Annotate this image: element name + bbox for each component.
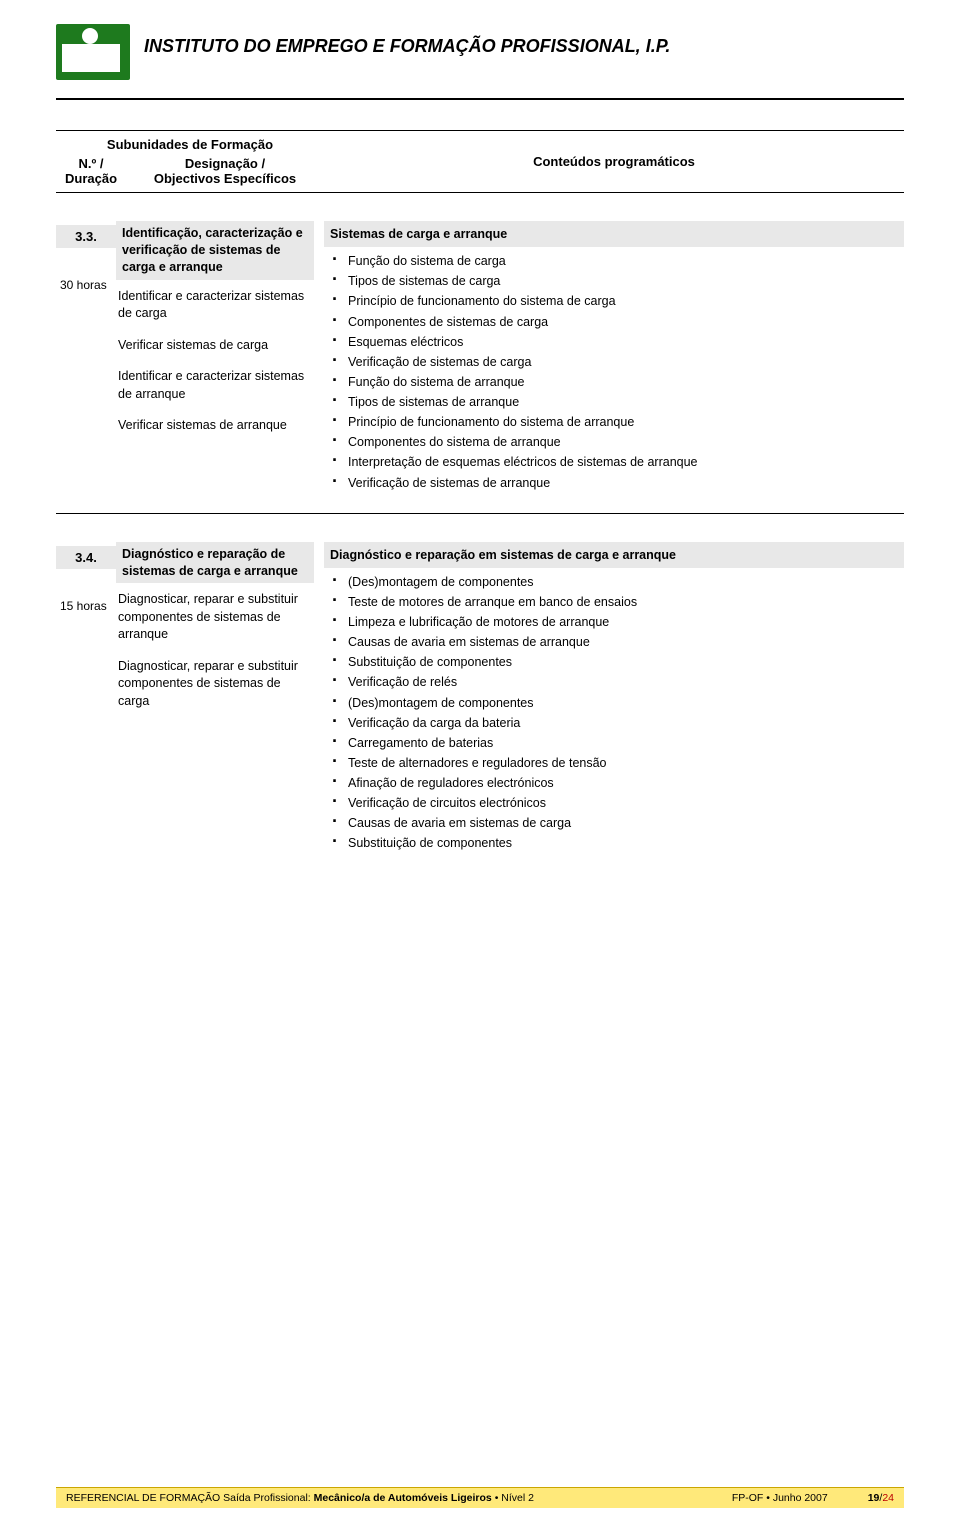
objective-item: Verificar sistemas de arranque (118, 417, 312, 435)
footer-bar: REFERENCIAL DE FORMAÇÃO Saída Profission… (56, 1487, 904, 1508)
content-item: Princípio de funcionamento do sistema de… (348, 412, 904, 432)
subheader: Subunidades de Formação N.º / Duração De… (56, 130, 904, 193)
content-item: Função do sistema de carga (348, 251, 904, 271)
subheader-col2-line1: Designação / (130, 156, 320, 171)
unit-row: 3.3. 30 horas Identificação, caracteriza… (56, 221, 904, 493)
page-total: 24 (882, 1492, 894, 1504)
objective-item: Identificar e caracterizar sistemas de c… (118, 288, 312, 323)
footer-saida: Saída Profissional: (223, 1492, 313, 1504)
content-item: Carregamento de baterias (348, 733, 904, 753)
content-item: Verificação de sistemas de carga (348, 352, 904, 372)
content-item: Causas de avaria em sistemas de carga (348, 813, 904, 833)
content-item: Componentes do sistema de arranque (348, 432, 904, 452)
content-item: Princípio de funcionamento do sistema de… (348, 291, 904, 311)
footer-level: Nível 2 (501, 1492, 534, 1504)
content-item: Limpeza e lubrificação de motores de arr… (348, 612, 904, 632)
objective-item: Diagnosticar, reparar e substituir compo… (118, 591, 312, 644)
footer-bullet: • (495, 1492, 499, 1504)
unit-row: 3.4. 15 horas Diagnóstico e reparação de… (56, 542, 904, 854)
objective-item: Diagnosticar, reparar e substituir compo… (118, 658, 312, 711)
unit-title: Diagnóstico e reparação de sistemas de c… (116, 542, 314, 584)
content-item: Verificação da carga da bateria (348, 713, 904, 733)
content-item: Componentes de sistemas de carga (348, 312, 904, 332)
subheader-group-title: Subunidades de Formação (56, 131, 324, 154)
content-item: Função do sistema de arranque (348, 372, 904, 392)
subheader-col1-line2: Duração (60, 171, 122, 186)
institution-title: INSTITUTO DO EMPREGO E FORMAÇÃO PROFISSI… (144, 24, 670, 57)
content-item: Esquemas eléctricos (348, 332, 904, 352)
footer-mid: FP-OF • Junho 2007 (732, 1492, 828, 1504)
content-item: (Des)montagem de componentes (348, 693, 904, 713)
subheader-col-desig: Designação / Objectivos Específicos (126, 154, 324, 192)
subheader-content-title: Conteúdos programáticos (324, 131, 904, 192)
unit-separator (56, 513, 904, 514)
content-list: Função do sistema de carga Tipos de sist… (324, 251, 904, 493)
unit-objectives: Identificar e caracterizar sistemas de c… (116, 280, 314, 435)
content-item: Verificação de relés (348, 672, 904, 692)
content-item: Verificação de circuitos electrónicos (348, 793, 904, 813)
unit-objectives: Diagnosticar, reparar e substituir compo… (116, 583, 314, 710)
content-item: (Des)montagem de componentes (348, 572, 904, 592)
unit-duration: 30 horas (56, 278, 116, 292)
objective-item: Verificar sistemas de carga (118, 337, 312, 355)
content-item: Afinação de reguladores electrónicos (348, 773, 904, 793)
content-item: Causas de avaria em sistemas de arranque (348, 632, 904, 652)
objective-item: Identificar e caracterizar sistemas de a… (118, 368, 312, 403)
footer-left: REFERENCIAL DE FORMAÇÃO Saída Profission… (66, 1492, 732, 1504)
unit-number: 3.4. (56, 546, 116, 569)
footer-pagination: 19/24 (828, 1492, 894, 1504)
content-item: Tipos de sistemas de arranque (348, 392, 904, 412)
header-divider (56, 98, 904, 100)
content-item: Teste de alternadores e reguladores de t… (348, 753, 904, 773)
content-title: Diagnóstico e reparação em sistemas de c… (324, 542, 904, 568)
subheader-col2-line2: Objectivos Específicos (130, 171, 320, 186)
unit-title: Identificação, caracterização e verifica… (116, 221, 314, 280)
logo-icon (56, 24, 130, 80)
subheader-col-num: N.º / Duração (56, 154, 126, 192)
content-item: Substituição de componentes (348, 652, 904, 672)
content-item: Substituição de componentes (348, 833, 904, 853)
document-header: INSTITUTO DO EMPREGO E FORMAÇÃO PROFISSI… (56, 24, 904, 80)
subheader-col1-line1: N.º / (60, 156, 122, 171)
content-title: Sistemas de carga e arranque (324, 221, 904, 247)
footer-profession: Mecânico/a de Automóveis Ligeiros (314, 1492, 495, 1504)
unit-duration: 15 horas (56, 599, 116, 613)
content-item: Teste de motores de arranque em banco de… (348, 592, 904, 612)
page-current: 19 (868, 1492, 880, 1504)
content-item: Verificação de sistemas de arranque (348, 473, 904, 493)
unit-number: 3.3. (56, 225, 116, 248)
footer-ref-prefix: REFERENCIAL DE FORMAÇÃO (66, 1492, 220, 1504)
content-item: Tipos de sistemas de carga (348, 271, 904, 291)
content-item: Interpretação de esquemas eléctricos de … (348, 452, 904, 472)
content-list: (Des)montagem de componentes Teste de mo… (324, 572, 904, 854)
